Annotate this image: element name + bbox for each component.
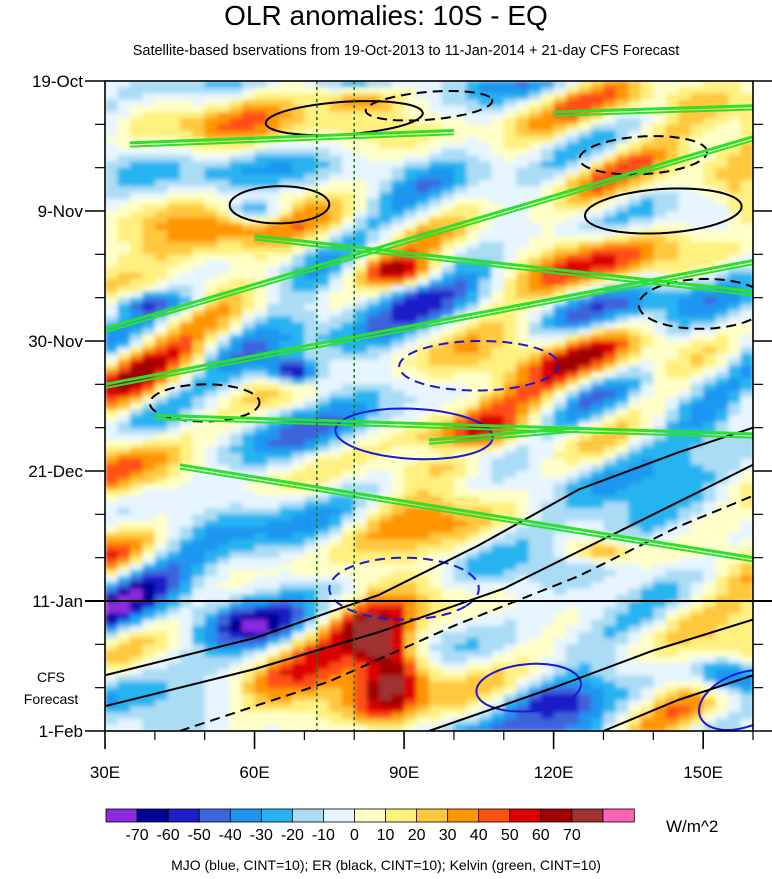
x-tick-label: 90E — [389, 763, 419, 782]
colorbar-label: 60 — [532, 827, 550, 844]
colorbar-swatch — [260, 808, 294, 823]
colorbar-label: -50 — [188, 827, 211, 844]
mjo-contour-positive — [334, 407, 494, 461]
field-cells — [105, 81, 753, 731]
colorbar-label: 0 — [350, 827, 359, 844]
kelvin-contour — [129, 129, 454, 145]
colorbar-label: 10 — [377, 827, 395, 844]
colorbar-label: 40 — [470, 827, 488, 844]
x-tick-label: 120E — [534, 763, 574, 782]
colorbar-swatch — [354, 808, 387, 823]
mjo-contour-positive — [697, 669, 753, 731]
colorbar-swatch — [198, 808, 231, 823]
colorbar-label: 20 — [408, 827, 426, 844]
kelvin-contour — [105, 135, 753, 331]
colorbar-swatch — [416, 808, 449, 823]
colorbar-swatch — [602, 808, 635, 823]
colorbar-swatch — [478, 808, 511, 823]
er-contour-negative — [364, 90, 494, 122]
kelvin-contour — [179, 467, 753, 563]
colorbar-swatch — [540, 808, 573, 823]
colorbar-units: W/m^2 — [666, 817, 719, 836]
kelvin-contour — [154, 418, 753, 439]
mjo-contour-negative — [328, 556, 480, 621]
x-tick-label: 150E — [683, 763, 723, 782]
y-tick-label: 19-Oct — [32, 72, 83, 91]
er-contour-negative — [637, 277, 753, 330]
colorbar-swatch — [229, 808, 263, 823]
kelvin-contour — [428, 426, 579, 442]
er-contour-positive — [105, 426, 753, 677]
er-contour-positive — [428, 618, 753, 731]
colorbar-label: 30 — [439, 827, 457, 844]
colorbar-swatch — [509, 808, 542, 823]
wave-filtered-contours — [105, 90, 753, 731]
chart-title: OLR anomalies: 10S - EQ — [224, 0, 548, 31]
plot-axes: 19-Oct 9-Nov 30-Nov 21-Dec 11-Jan 1-Feb 30E 60E… — [28, 72, 772, 782]
colorbar-label: 70 — [563, 827, 581, 844]
reference-lines — [85, 81, 772, 731]
y-tick-label: 21-Dec — [28, 462, 83, 481]
colorbar-swatch — [105, 808, 138, 823]
er-contour-positive — [583, 187, 743, 235]
chart-subtitle: Satellite-based bservations from 19-Oct-… — [132, 43, 680, 59]
kelvin-contour — [254, 238, 753, 297]
kelvin-contour — [553, 108, 753, 117]
er-contour-negative — [578, 135, 709, 176]
forecast-label: CFS Forecast — [6, 666, 96, 710]
colorbar-swatch — [167, 808, 200, 823]
colorbar-label: -40 — [219, 827, 242, 844]
colorbar-swatch — [136, 808, 169, 823]
colorbar-label: -20 — [281, 827, 304, 844]
forecast-label-line-1: CFS — [37, 669, 65, 685]
kelvin-contour — [129, 133, 454, 148]
colorbar-swatch — [385, 808, 418, 823]
y-tick-label: 30-Nov — [28, 332, 83, 351]
olr-anomaly-field — [105, 81, 753, 731]
forecast-label-line-2: Forecast — [23, 691, 79, 707]
er-contour-positive — [603, 674, 753, 731]
footer-note: MJO (blue, CINT=10); ER (black, CINT=10)… — [171, 857, 601, 873]
colorbar-label: -70 — [126, 827, 149, 844]
colorbar-label: -10 — [312, 827, 335, 844]
kelvin-contour — [428, 430, 579, 445]
kelvin-contour — [105, 139, 753, 334]
kelvin-contour — [553, 104, 753, 114]
kelvin-contour — [254, 234, 753, 293]
y-tick-label: 11-Jan — [32, 592, 83, 611]
colorbar-label: -30 — [250, 827, 273, 844]
er-contour-positive — [228, 185, 331, 225]
colorbar: -70 -60 -50 -40 -30 -20 -10 0 10 20 30 40 50 60 70 — [105, 808, 635, 844]
kelvin-contour — [105, 263, 753, 389]
colorbar-label: -60 — [157, 827, 180, 844]
y-tick-label: 9-Nov — [38, 202, 84, 221]
colorbar-swatch — [291, 808, 325, 823]
kelvin-contour — [105, 259, 753, 386]
x-tick-label: 30E — [90, 763, 120, 782]
er-contour-positive — [105, 463, 753, 708]
colorbar-label: 50 — [501, 827, 519, 844]
colorbar-swatch — [571, 808, 604, 823]
kelvin-contour — [179, 463, 753, 560]
colorbar-swatch — [447, 808, 480, 823]
plot-frame — [104, 80, 754, 732]
kelvin-contour — [154, 413, 753, 436]
colorbar-swatch — [323, 808, 356, 823]
y-tick-label: 1-Feb — [39, 722, 83, 741]
x-tick-label: 60E — [239, 763, 269, 782]
mjo-contour-positive — [475, 662, 583, 713]
